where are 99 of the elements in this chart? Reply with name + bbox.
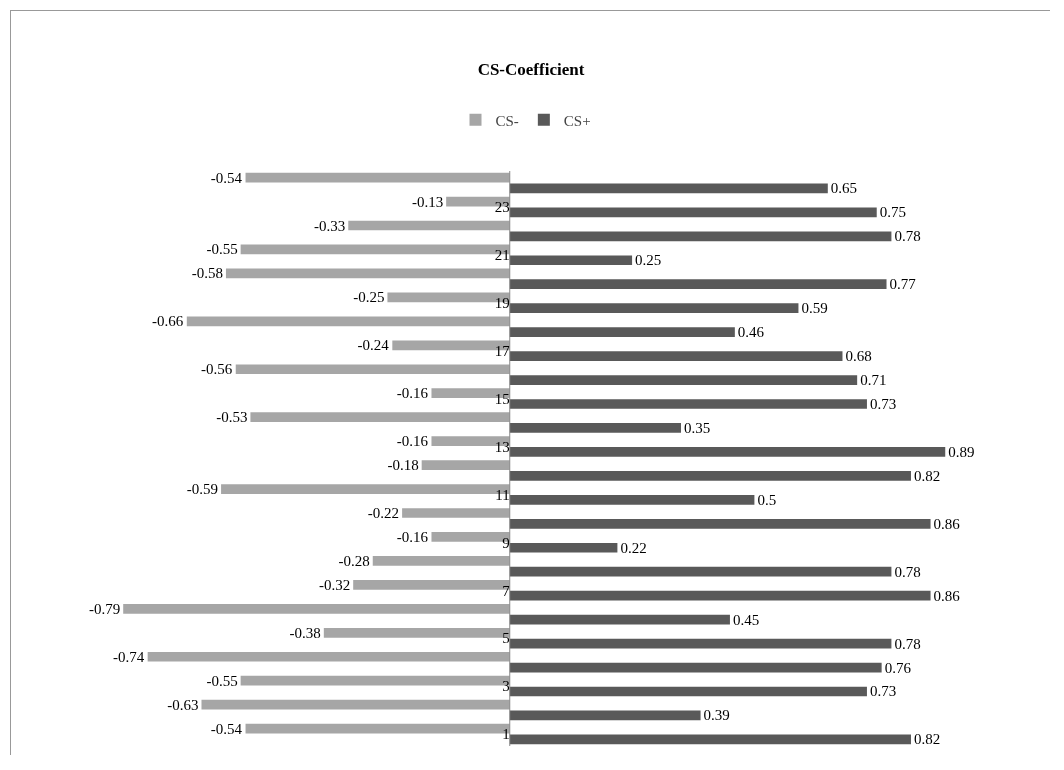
data-label: -0.16 [396,433,429,450]
bar [225,268,510,279]
bar [245,172,510,183]
bar [509,231,892,242]
bar [509,686,867,697]
bar [509,255,633,266]
data-label: -0.56 [200,361,233,378]
bar [147,651,510,662]
bar [509,471,911,481]
data-label: -0.59 [186,481,219,498]
bar [201,699,510,710]
data-label: 0.89 [948,443,975,460]
y-tick-label: 1 [502,726,510,743]
data-label: -0.24 [357,337,390,354]
data-label: 0.78 [894,635,921,652]
data-label: 0.22 [620,539,647,556]
data-label: 0.73 [869,683,897,700]
bar [509,207,877,218]
bar [509,518,931,529]
data-label: 0.45 [732,611,760,628]
data-label: -0.25 [353,289,385,306]
data-label: -0.16 [396,385,429,402]
bar [509,542,618,553]
bar [372,556,510,566]
data-label: -0.38 [289,624,321,641]
data-label: 0.59 [801,300,828,317]
data-label: -0.18 [387,457,419,474]
bar [509,590,931,601]
bar [509,710,701,721]
data-label: -0.66 [152,313,184,330]
data-label: -0.74 [112,648,145,665]
data-label: -0.16 [396,528,429,545]
legend-label: CS+ [563,112,591,129]
data-label: -0.55 [206,241,238,258]
data-label: 0.65 [830,180,858,197]
data-label: -0.32 [318,576,351,593]
y-tick-label: 19 [494,295,510,312]
data-label: 0.5 [757,491,777,508]
data-label: -0.55 [206,672,238,689]
data-label: 0.39 [703,707,730,724]
bar [509,351,843,361]
bar [509,303,799,314]
bar [509,447,946,457]
data-label: -0.54 [210,169,243,186]
data-label: 0.71 [860,372,887,389]
data-label: -0.53 [216,409,248,426]
bar [509,183,828,194]
bar [509,375,858,385]
bar [509,566,892,577]
bar [402,508,510,518]
data-label: 0.73 [869,395,897,412]
data-label: 0.78 [894,228,921,245]
y-tick-label: 7 [502,582,511,599]
bar [509,614,730,625]
chart-title: CS-Coefficient [477,60,585,80]
bar [421,460,510,470]
data-label: -0.33 [314,217,346,234]
data-label: 0.76 [884,659,912,676]
y-tick-label: 9 [502,534,510,551]
bar [186,316,510,327]
bar [509,638,892,649]
legend-label: CS- [495,112,519,129]
bar [123,603,510,614]
y-tick-label: 3 [502,678,510,695]
y-tick-label: 21 [494,247,510,264]
data-label: -0.54 [210,720,243,737]
data-label: 0.77 [889,276,917,293]
y-tick-label: 5 [502,630,510,647]
data-label: -0.13 [411,193,444,210]
bar [509,399,867,409]
data-label: -0.22 [367,505,400,522]
bar [250,412,510,423]
bar [509,662,882,673]
data-label: -0.28 [338,552,370,569]
y-tick-label: 17 [494,342,511,359]
bar [509,734,911,745]
y-tick-label: 23 [494,199,510,216]
data-label: 0.82 [913,467,941,484]
y-tick-label: 11 [495,486,510,503]
data-label: 0.68 [845,348,872,365]
data-label: 0.82 [913,731,941,748]
data-label: 0.35 [684,419,711,436]
y-tick-label: 13 [494,438,510,455]
data-label: 0.78 [894,563,921,580]
data-label: 0.75 [879,204,906,221]
bar [348,220,510,231]
data-label: -0.79 [88,600,121,617]
data-label: 0.25 [635,252,662,269]
bar [235,364,510,375]
bar [509,327,735,337]
y-tick-label: 15 [494,390,510,407]
data-label: -0.63 [167,696,199,713]
data-label: 0.46 [737,324,765,341]
data-label: 0.86 [933,587,961,604]
data-label: -0.58 [191,265,223,282]
data-label: 0.86 [933,515,961,532]
bar [509,279,887,290]
bar [509,423,682,433]
bar [509,494,755,505]
